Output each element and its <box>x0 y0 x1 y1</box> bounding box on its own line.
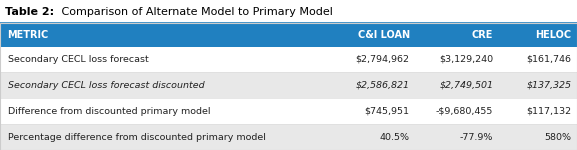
Bar <box>0 46 577 72</box>
Text: $161,746: $161,746 <box>526 55 571 64</box>
Bar <box>0 0 577 23</box>
Text: C&I LOAN: C&I LOAN <box>358 30 410 40</box>
Bar <box>0 98 577 124</box>
Text: Table 2:: Table 2: <box>5 7 54 17</box>
Text: $2,794,962: $2,794,962 <box>355 55 410 64</box>
Bar <box>0 23 577 150</box>
Text: $3,129,240: $3,129,240 <box>439 55 493 64</box>
Text: Comparison of Alternate Model to Primary Model: Comparison of Alternate Model to Primary… <box>58 7 332 17</box>
Text: -77.9%: -77.9% <box>460 133 493 142</box>
Text: $2,586,821: $2,586,821 <box>355 81 410 90</box>
Text: 40.5%: 40.5% <box>380 133 410 142</box>
Bar <box>0 124 577 150</box>
Text: $745,951: $745,951 <box>365 107 410 116</box>
Text: METRIC: METRIC <box>8 30 48 40</box>
Text: Secondary CECL loss forecast: Secondary CECL loss forecast <box>8 55 148 64</box>
Text: $137,325: $137,325 <box>526 81 571 90</box>
Text: CRE: CRE <box>472 30 493 40</box>
Text: 580%: 580% <box>544 133 571 142</box>
Text: Secondary CECL loss forecast discounted: Secondary CECL loss forecast discounted <box>8 81 204 90</box>
Text: Percentage difference from discounted primary model: Percentage difference from discounted pr… <box>8 133 265 142</box>
Text: $117,132: $117,132 <box>526 107 571 116</box>
Text: Difference from discounted primary model: Difference from discounted primary model <box>8 107 210 116</box>
Text: -$9,680,455: -$9,680,455 <box>436 107 493 116</box>
Text: $2,749,501: $2,749,501 <box>439 81 493 90</box>
Text: HELOC: HELOC <box>535 30 571 40</box>
Bar <box>0 72 577 98</box>
Bar <box>0 23 577 46</box>
